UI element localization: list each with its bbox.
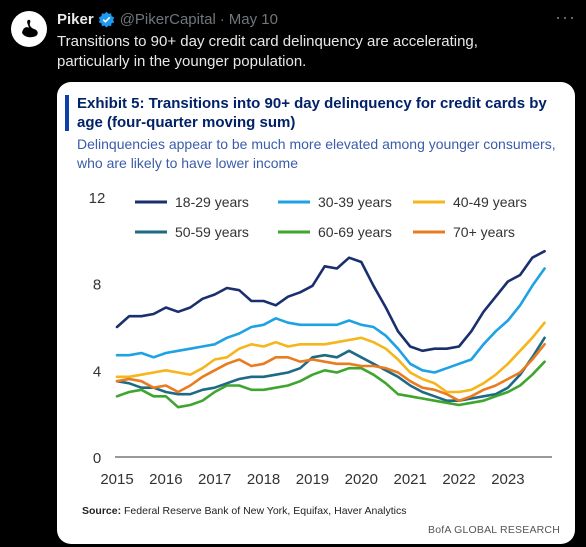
chart-credit: BofA GLOBAL RESEARCH bbox=[428, 524, 560, 536]
x-tick-label: 2017 bbox=[198, 471, 231, 488]
x-tick-label: 2015 bbox=[100, 471, 133, 488]
series-line bbox=[115, 249, 546, 353]
source-text: Federal Reserve Bank of New York, Equifa… bbox=[124, 505, 407, 517]
tweet-date[interactable]: May 10 bbox=[228, 10, 278, 28]
series-line bbox=[115, 342, 546, 403]
separator-dot: · bbox=[219, 10, 225, 28]
x-tick-label: 2023 bbox=[491, 471, 524, 488]
legend-label: 18-29 years bbox=[175, 194, 249, 210]
y-tick-label: 0 bbox=[93, 450, 101, 467]
source-label: Source: bbox=[82, 505, 122, 517]
chart-title: Exhibit 5: Transitions into 90+ day deli… bbox=[77, 95, 547, 131]
verified-badge-icon bbox=[98, 11, 115, 28]
avatar[interactable] bbox=[11, 11, 47, 47]
series-line bbox=[115, 336, 546, 403]
y-tick-label: 4 bbox=[93, 363, 101, 380]
x-tick-label: 2020 bbox=[345, 471, 378, 488]
author-handle[interactable]: @PikerCapital bbox=[119, 10, 216, 28]
author-name[interactable]: Piker bbox=[57, 10, 94, 28]
legend-label: 40-49 years bbox=[453, 194, 527, 210]
title-accent-bar bbox=[65, 95, 69, 131]
x-tick-label: 2019 bbox=[296, 471, 329, 488]
series-line bbox=[115, 360, 546, 409]
y-tick-label: 12 bbox=[89, 190, 106, 207]
more-options-icon[interactable]: ··· bbox=[555, 7, 576, 27]
line-chart: 0 4 8 12 2015 2016 2017 2018 2019 2020 2021 2022 202… bbox=[89, 190, 552, 488]
swan-logo-icon bbox=[22, 19, 38, 38]
tweet-text: Transitions to 90+ day credit card delin… bbox=[57, 33, 478, 70]
y-tick-label: 8 bbox=[93, 277, 101, 294]
legend-label: 60-69 years bbox=[318, 224, 392, 240]
x-tick-label: 2021 bbox=[393, 471, 426, 488]
legend-label: 30-39 years bbox=[318, 194, 392, 210]
chart-source: Source: Federal Reserve Bank of New York… bbox=[82, 505, 407, 517]
legend-label: 70+ years bbox=[453, 224, 515, 240]
tweet-header: Piker @PikerCapital · May 10 bbox=[57, 9, 574, 29]
x-tick-label: 2022 bbox=[442, 471, 475, 488]
x-tick-label: 2018 bbox=[247, 471, 280, 488]
chart-image-card[interactable]: Exhibit 5: Transitions into 90+ day deli… bbox=[57, 82, 575, 544]
legend-label: 50-59 years bbox=[175, 224, 249, 240]
series-line bbox=[115, 267, 546, 374]
x-tick-label: 2016 bbox=[149, 471, 182, 488]
chart-subtitle: Delinquencies appear to be much more ele… bbox=[77, 136, 556, 171]
series-line bbox=[115, 321, 546, 394]
